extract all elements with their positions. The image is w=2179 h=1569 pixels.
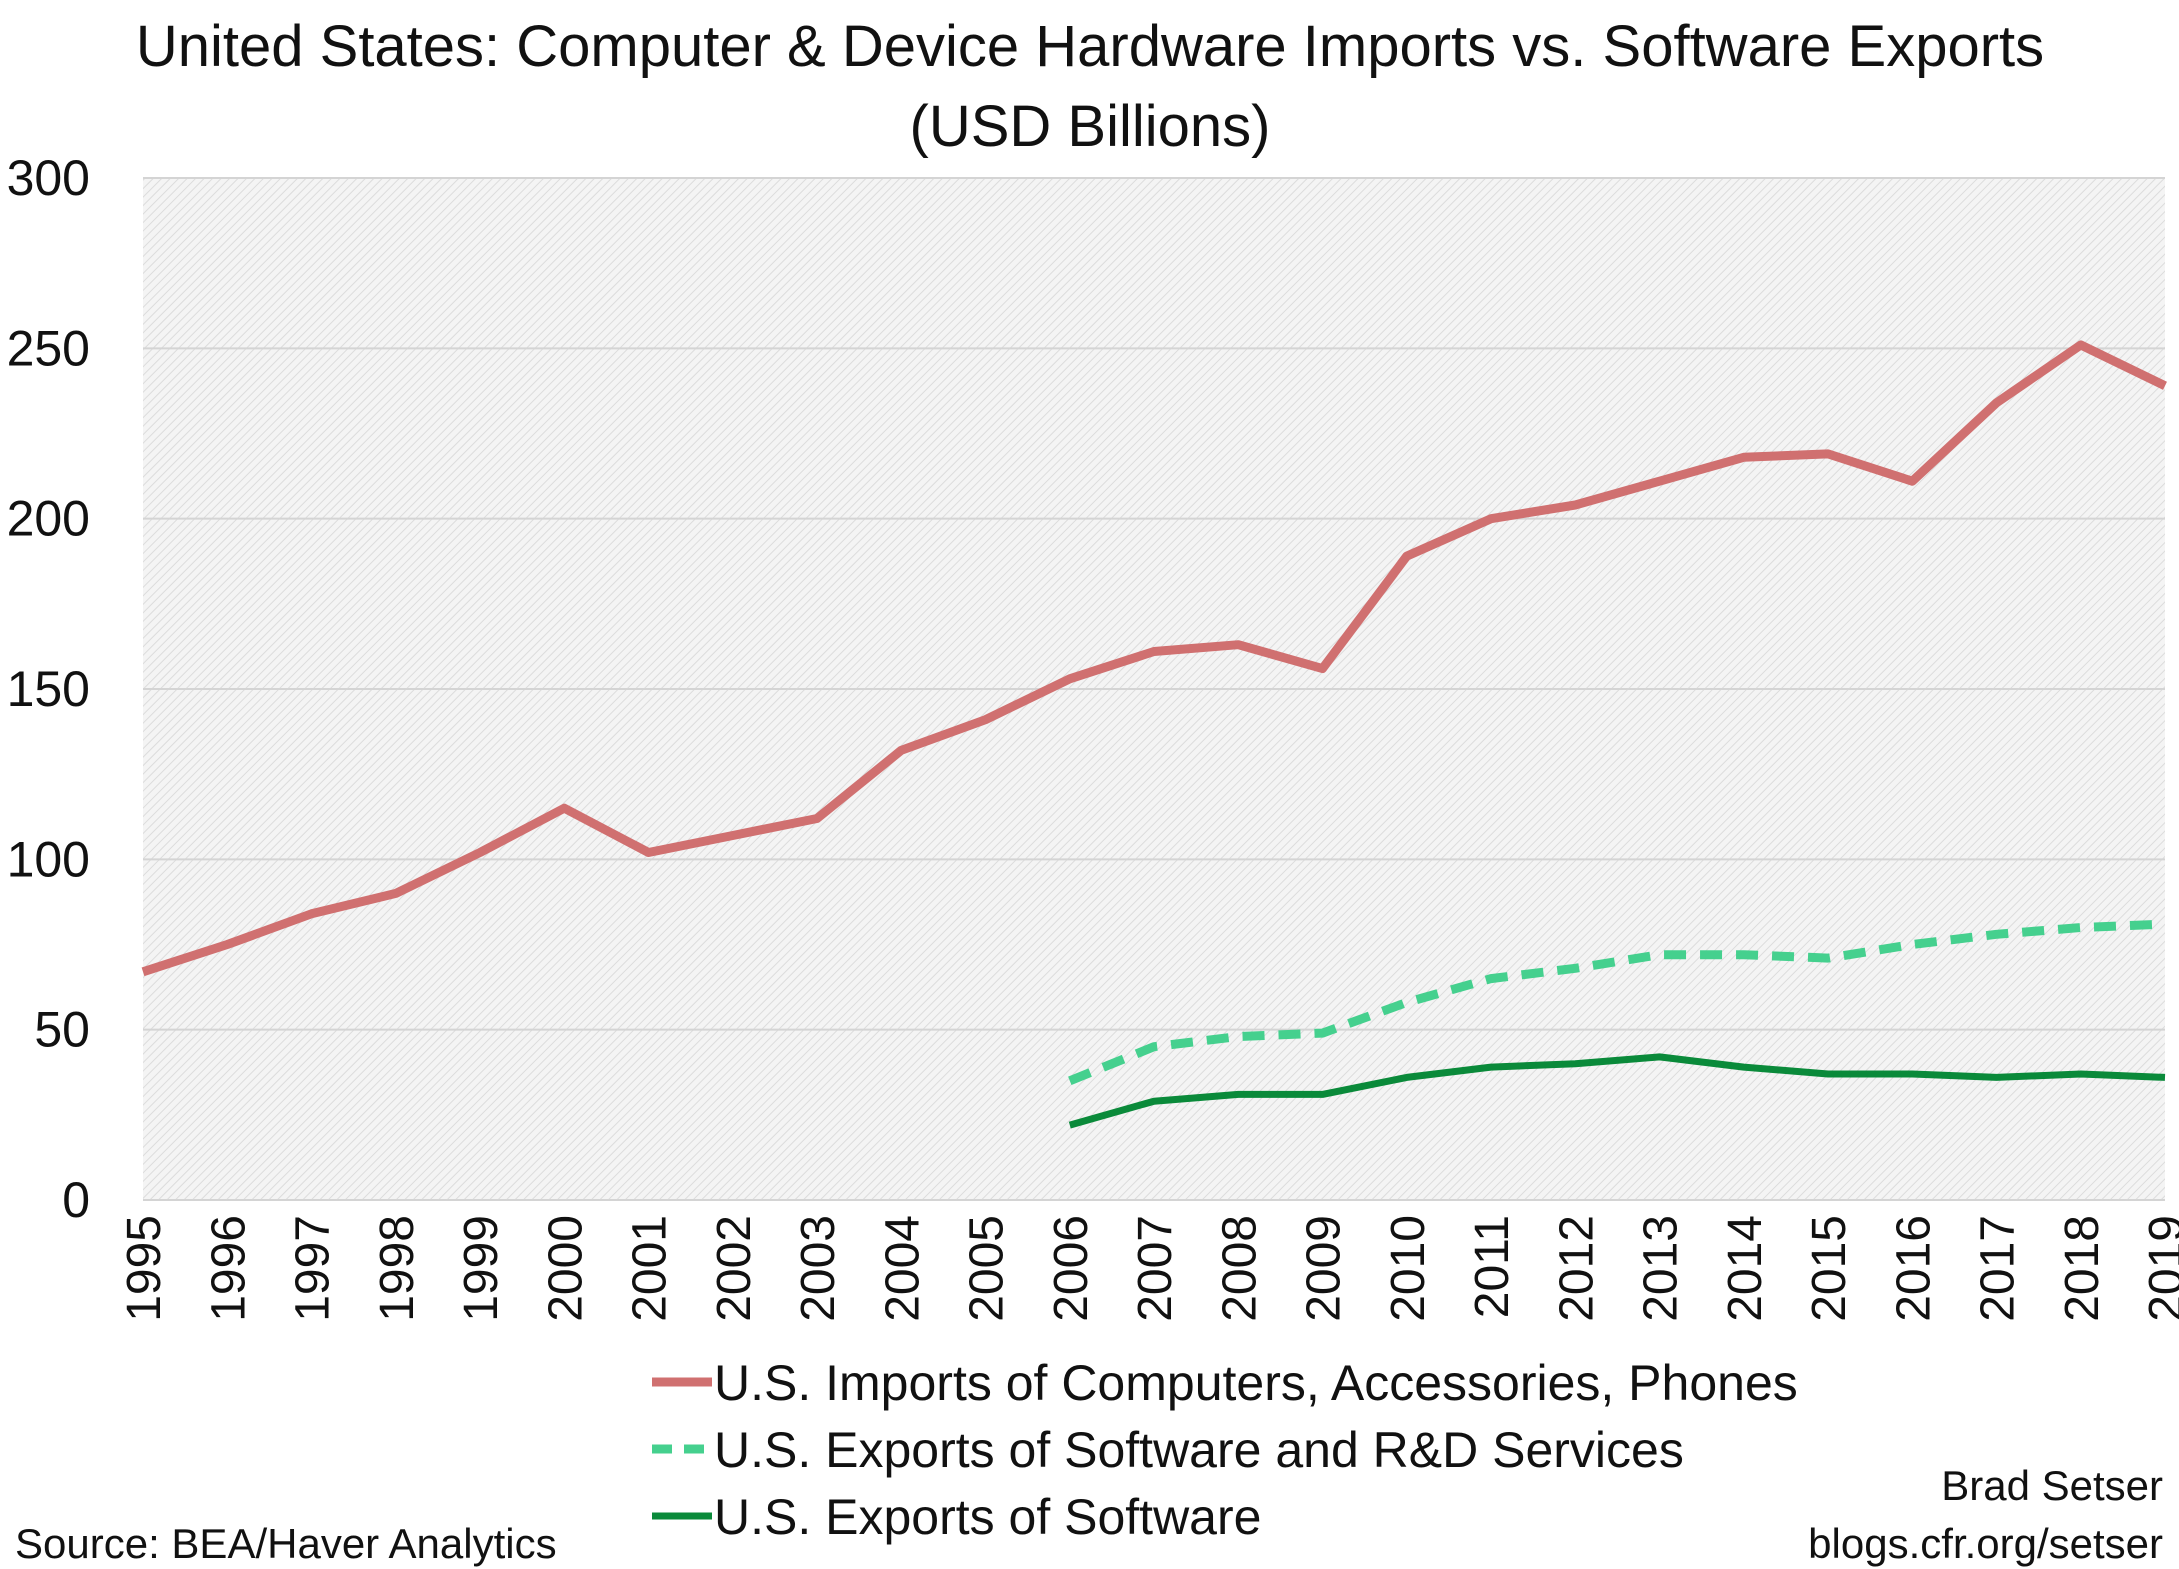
- x-tick-label: 2009: [1298, 1215, 1351, 1322]
- legend-label-2: U.S. Exports of Software and R&D Service…: [714, 1422, 1684, 1478]
- x-tick-label: 2013: [1635, 1215, 1688, 1322]
- x-tick-label: 2016: [1887, 1215, 1940, 1322]
- y-tick-label: 100: [7, 831, 90, 887]
- legend-label-3: U.S. Exports of Software: [714, 1489, 1261, 1545]
- x-tick-label: 2017: [1972, 1215, 2025, 1322]
- author-website: blogs.cfr.org/setser: [1808, 1520, 2163, 1567]
- x-tick-label: 2002: [708, 1215, 761, 1322]
- y-tick-label: 300: [7, 150, 90, 206]
- y-tick-label: 250: [7, 320, 90, 376]
- x-tick-label: 2004: [876, 1215, 929, 1322]
- chart-title: United States: Computer & Device Hardwar…: [136, 14, 2044, 79]
- legend-label-1: U.S. Imports of Computers, Accessories, …: [714, 1355, 1798, 1411]
- x-tick-label: 2019: [2140, 1215, 2179, 1322]
- y-tick-label: 150: [7, 661, 90, 717]
- x-tick-label: 1999: [455, 1215, 508, 1322]
- x-tick-label: 1997: [287, 1215, 340, 1322]
- x-tick-label: 2006: [1045, 1215, 1098, 1322]
- x-tick-label: 2007: [1129, 1215, 1182, 1322]
- x-tick-label: 2008: [1213, 1215, 1266, 1322]
- source-note: Source: BEA/Haver Analytics: [15, 1520, 557, 1567]
- x-tick-label: 2012: [1550, 1215, 1603, 1322]
- x-tick-label: 1995: [118, 1215, 171, 1322]
- y-tick-label: 50: [34, 1002, 90, 1058]
- x-tick-label: 2018: [2056, 1215, 2109, 1322]
- x-tick-label: 2005: [961, 1215, 1014, 1322]
- x-tick-label: 2015: [1803, 1215, 1856, 1322]
- x-tick-label: 1998: [371, 1215, 424, 1322]
- x-tick-label: 1996: [202, 1215, 255, 1322]
- x-tick-label: 2014: [1719, 1215, 1772, 1322]
- y-tick-label: 0: [62, 1172, 90, 1228]
- y-tick-label: 200: [7, 491, 90, 547]
- series-line-2: [1068, 919, 2166, 1085]
- x-tick-label: 2011: [1466, 1215, 1519, 1318]
- series-line-3: [1068, 1053, 2166, 1129]
- x-tick-label: 2003: [792, 1215, 845, 1322]
- series-line-1: [141, 340, 2167, 977]
- x-tick-label: 2001: [624, 1215, 677, 1322]
- x-tick-label: 2000: [539, 1215, 592, 1322]
- author-name: Brad Setser: [1941, 1462, 2163, 1509]
- chart-subtitle: (USD Billions): [910, 94, 1271, 159]
- x-tick-label: 2010: [1382, 1215, 1435, 1322]
